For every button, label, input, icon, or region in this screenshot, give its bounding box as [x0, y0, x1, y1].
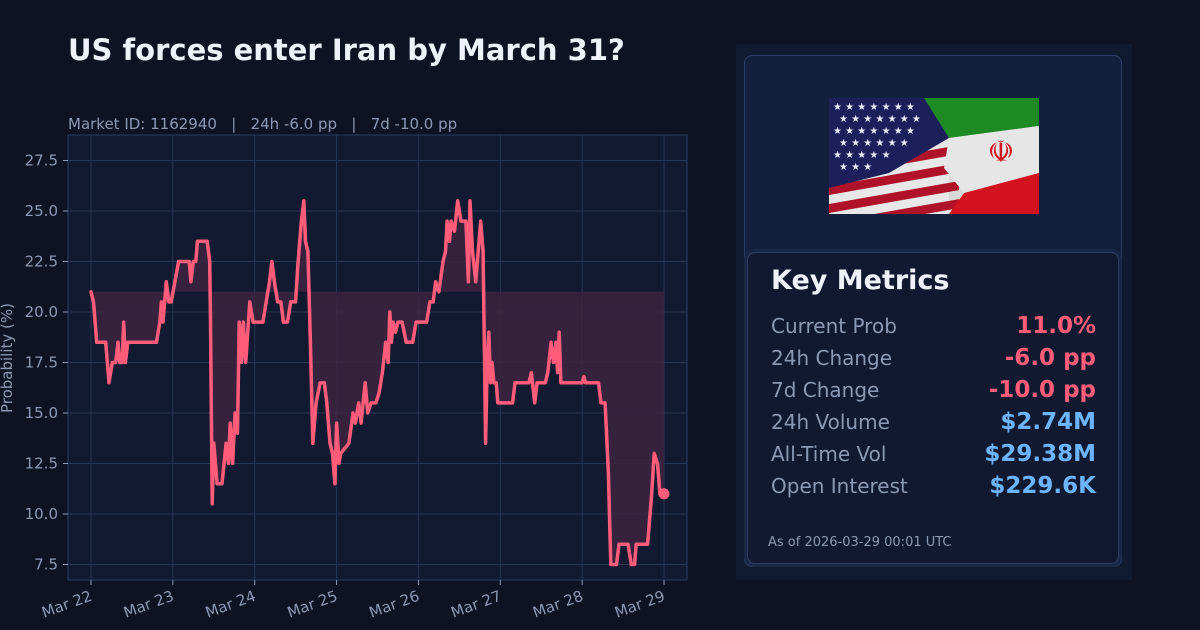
- y-tick-label: 15.0: [25, 404, 58, 422]
- x-tick-label: Mar 28: [530, 587, 585, 622]
- svg-text:★ ★ ★ ★ ★: ★ ★ ★ ★ ★: [833, 150, 891, 161]
- metric-value: 11.0%: [1016, 313, 1096, 339]
- metric-value: -10.0 pp: [988, 377, 1096, 403]
- x-tick-label: Mar 25: [285, 587, 340, 622]
- metric-value: $29.38M: [984, 441, 1096, 467]
- y-tick-label: 12.5: [25, 455, 58, 473]
- plot-frame: [67, 134, 688, 581]
- metric-24h-change: 24h Change -6.0 pp: [771, 343, 1096, 373]
- current-value-marker: [658, 488, 670, 500]
- svg-text:★ ★ ★ ★ ★ ★ ★: ★ ★ ★ ★ ★ ★ ★: [839, 114, 921, 125]
- svg-text:★ ★ ★ ★ ★ ★ ★: ★ ★ ★ ★ ★ ★ ★: [833, 126, 915, 137]
- metric-label: 7d Change: [771, 378, 880, 402]
- x-tick-label: Mar 23: [121, 587, 176, 622]
- metric-open-interest: Open Interest $229.6K: [771, 471, 1096, 501]
- y-axis: 7.5 10.0 12.5 15.0 17.5 20.0 22.5 25.0 27.5: [25, 152, 68, 574]
- x-tick-label: Mar 26: [367, 587, 422, 622]
- y-tick-label: 17.5: [25, 354, 58, 372]
- y-tick-label: 25.0: [25, 202, 58, 220]
- metric-value: $229.6K: [989, 473, 1096, 499]
- key-metrics-title: Key Metrics: [771, 265, 950, 296]
- metric-all-time-volume: All-Time Vol $29.38M: [771, 439, 1096, 469]
- svg-text:☫: ☫: [988, 135, 1015, 170]
- metric-label: Open Interest: [771, 474, 908, 498]
- metric-current-prob: Current Prob 11.0%: [771, 311, 1096, 341]
- y-tick-label: 22.5: [25, 253, 58, 271]
- metric-24h-volume: 24h Volume $2.74M: [771, 407, 1096, 437]
- probability-chart: 7.5 10.0 12.5 15.0 17.5 20.0 22.5 25.0 27.5 Mar …: [0, 134, 688, 622]
- x-tick-label: Mar 24: [203, 587, 258, 622]
- y-tick-label: 27.5: [25, 152, 58, 170]
- metric-label: 24h Change: [771, 346, 893, 370]
- x-axis: Mar 22 Mar 23 Mar 24 Mar 25 Mar 26 Mar 27 Mar …: [39, 580, 667, 622]
- svg-text:★ ★ ★ ★ ★ ★ ★: ★ ★ ★ ★ ★ ★ ★: [833, 102, 915, 113]
- market-subtitle: Market ID: 1162940 | 24h -6.0 pp | 7d -1…: [68, 115, 458, 133]
- probability-line: [89, 199, 666, 567]
- metric-label: Current Prob: [771, 314, 897, 338]
- baseline-fill-area: [91, 200, 664, 565]
- y-tick-label: 20.0: [25, 303, 58, 321]
- svg-text:★ ★ ★: ★ ★ ★: [839, 162, 872, 173]
- x-tick-label: Mar 22: [39, 587, 94, 622]
- market-title: US forces enter Iran by March 31?: [68, 33, 625, 67]
- x-tick-label: Mar 27: [449, 587, 504, 622]
- metric-label: 24h Volume: [771, 410, 890, 434]
- x-tick-label: Mar 29: [612, 587, 667, 622]
- y-tick-label: 7.5: [34, 556, 58, 574]
- y-tick-label: 10.0: [25, 505, 58, 523]
- metric-value: $2.74M: [1000, 409, 1096, 435]
- as-of-timestamp: As of 2026-03-29 00:01 UTC: [768, 535, 952, 550]
- y-axis-label: Probability (%): [0, 303, 16, 413]
- metric-value: -6.0 pp: [1004, 345, 1096, 371]
- us-iran-flags-image: ★ ★ ★ ★ ★ ★ ★ ★ ★ ★ ★ ★ ★ ★ ★ ★ ★ ★ ★ ★ …: [829, 98, 1039, 214]
- metric-label: All-Time Vol: [771, 442, 887, 466]
- key-metrics-card: Key Metrics Current Prob 11.0% 24h Chang…: [747, 252, 1119, 564]
- metric-7d-change: 7d Change -10.0 pp: [771, 375, 1096, 405]
- svg-text:★ ★ ★ ★ ★ ★: ★ ★ ★ ★ ★ ★: [839, 138, 909, 149]
